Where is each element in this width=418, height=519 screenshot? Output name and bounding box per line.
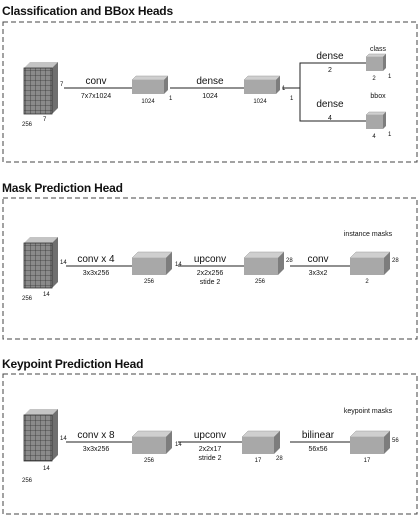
panel-keypoint [2,373,418,515]
block-side-label: 14 [175,442,182,448]
block-side-label: 28 [276,456,283,462]
op-label: conv x 4 [77,254,115,265]
section-title-classification: Classification and BBox Heads [2,4,173,18]
output-title: instance masks [344,231,393,238]
op-param: 3x3x256 [83,270,110,277]
input-depth-label: 14 [60,260,67,266]
block-label: 256 [144,458,155,464]
op-label: conv [307,254,328,265]
op-param: 1024 [202,93,218,100]
class-output-block [365,53,387,71]
op-label: upconv [194,430,226,441]
block-label: 17 [255,458,262,464]
op-param: 56x56 [308,446,327,453]
input-depth-label: 14 [60,436,67,442]
branch-op-param: 4 [328,115,332,122]
input-feature-map-2 [23,237,58,289]
op-param-2: stide 2 [200,279,221,286]
block-label: 17 [364,458,371,464]
op-param: 3x3x2 [309,270,328,277]
keypoint-masks-block [349,430,391,454]
input-width-label: 256 [22,296,33,302]
feature-block [241,430,281,454]
op-label: conv x 8 [77,430,115,441]
output-title: class [370,46,386,53]
input-depth-label: 7 [60,82,64,88]
branch-connector [282,62,368,122]
input-feature-map-3 [23,409,58,462]
block-side-label: 56 [392,438,399,444]
panel-mask [2,197,418,340]
block-side-label: 1 [282,86,286,92]
instance-masks-block [349,251,391,275]
feature-block [243,251,285,275]
block-label: 1024 [141,99,155,105]
block-side-label: 14 [175,262,182,268]
op-param: 2x2x256 [197,270,224,277]
op-param: 2x2x17 [199,446,222,453]
op-label: bilinear [302,430,335,441]
feature-block [131,251,173,275]
section-title-mask: Mask Prediction Head [2,181,123,195]
op-label: conv [85,76,106,87]
op-param-2: stride 2 [199,455,222,462]
op-param: 3x3x256 [83,446,110,453]
output-label: 2 [372,76,376,82]
branch-op-param: 2 [328,67,332,74]
input-height-label: 14 [43,292,50,298]
block-side-label: 28 [392,258,399,264]
feature-block [243,75,281,94]
output-title: bbox [370,93,386,100]
feature-block [131,75,169,94]
input-feature-map-1 [23,62,58,115]
output-title: keypoint masks [344,408,393,415]
input-height-label: 14 [43,466,50,472]
block-side-label: 28 [286,258,293,264]
section-title-keypoint: Keypoint Prediction Head [2,357,144,371]
block-label: 256 [144,279,155,285]
branch-op-label: dense [316,51,344,62]
input-height-label: 7 [43,117,47,123]
panel-classification [2,21,418,163]
op-label: upconv [194,254,226,265]
bbox-output-block [365,111,387,129]
input-width-label: 256 [22,122,33,128]
block-label: 1024 [253,99,267,105]
op-param: 7x7x1024 [81,93,111,100]
output-side-label: 1 [388,132,392,138]
input-width-label: 256 [22,478,33,484]
block-label: 256 [255,279,266,285]
block-label: 2 [365,279,369,285]
block-side-label: 1 [169,96,173,102]
op-label: dense [196,76,224,87]
output-side-label: 1 [388,74,392,80]
feature-block [131,430,173,454]
branch-op-label: dense [316,99,344,110]
output-label: 4 [372,134,376,140]
split-label: 1 [290,96,294,102]
